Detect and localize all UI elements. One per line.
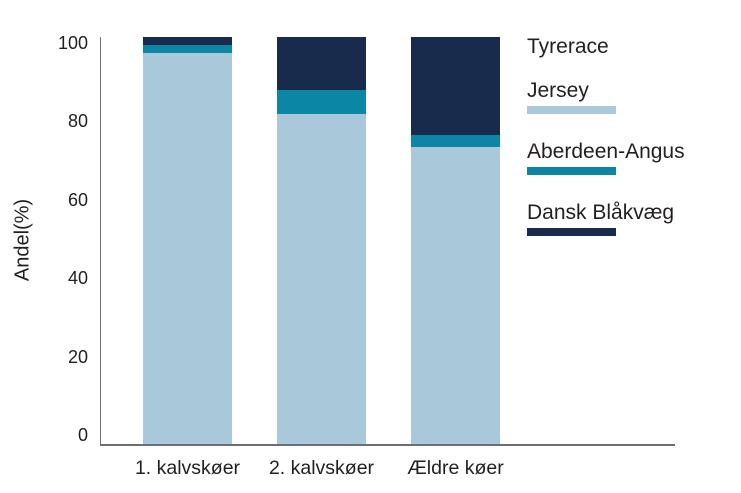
- legend-swatch-jersey: [527, 106, 616, 114]
- bar-1-kalvskoer: [143, 37, 232, 444]
- bar-segment-jersey: [277, 114, 366, 444]
- y-tick-label-60: 60: [67, 189, 88, 210]
- legend-swatch-aberdeen-angus: [527, 167, 616, 175]
- legend-item-jersey: Jersey: [527, 78, 727, 114]
- bar-2-kalvskoer: [277, 37, 366, 444]
- y-axis-title: Andel(%): [11, 198, 34, 282]
- bar-segment-dansk-blakvaeg: [411, 37, 500, 135]
- bar-segment-jersey: [411, 146, 500, 444]
- x-axis-label-1-kalvskoer: 1. kalvskøer: [134, 457, 241, 479]
- bar-segment-jersey: [143, 53, 232, 444]
- legend: Tyrerace Jersey Aberdeen-Angus Dansk Blåkv…: [527, 34, 727, 261]
- legend-items: Jersey Aberdeen-Angus Dansk Blåkvæg: [527, 78, 727, 236]
- bar-segment-aberdeen-angus: [411, 134, 500, 147]
- bar-segment-aberdeen-angus: [143, 45, 232, 54]
- legend-label-aberdeen-angus: Aberdeen-Angus: [527, 140, 685, 163]
- legend-swatch-dansk-blakvaeg: [527, 228, 616, 236]
- legend-item-aberdeen-angus: Aberdeen-Angus: [527, 139, 727, 175]
- y-tick-label-100: 100: [57, 33, 88, 53]
- bar-segment-aberdeen-angus: [277, 89, 366, 115]
- legend-label-dansk-blakvaeg: Dansk Blåkvæg: [527, 201, 675, 224]
- y-tick-label-0: 0: [77, 425, 88, 445]
- bar-segment-dansk-blakvaeg: [143, 37, 232, 46]
- plot-area: 0 20 40 60 80 100 1. kalvskøer 2. kalvskøer Ældr…: [58, 34, 675, 479]
- y-tick-label-40: 40: [67, 268, 88, 289]
- y-tick-label-20: 20: [67, 346, 88, 367]
- bar-segment-dansk-blakvaeg: [277, 37, 366, 90]
- x-axis-label-2-kalvskoer: 2. kalvskøer: [268, 457, 375, 479]
- legend-label-jersey: Jersey: [527, 79, 589, 102]
- legend-title: Tyrerace: [527, 35, 609, 58]
- legend-item-dansk-blakvaeg: Dansk Blåkvæg: [527, 200, 727, 236]
- bar-aeldre-koer: [411, 37, 500, 444]
- x-axis-label-aeldre-koer: Ældre køer: [407, 457, 504, 479]
- y-tick-label-80: 80: [67, 111, 88, 132]
